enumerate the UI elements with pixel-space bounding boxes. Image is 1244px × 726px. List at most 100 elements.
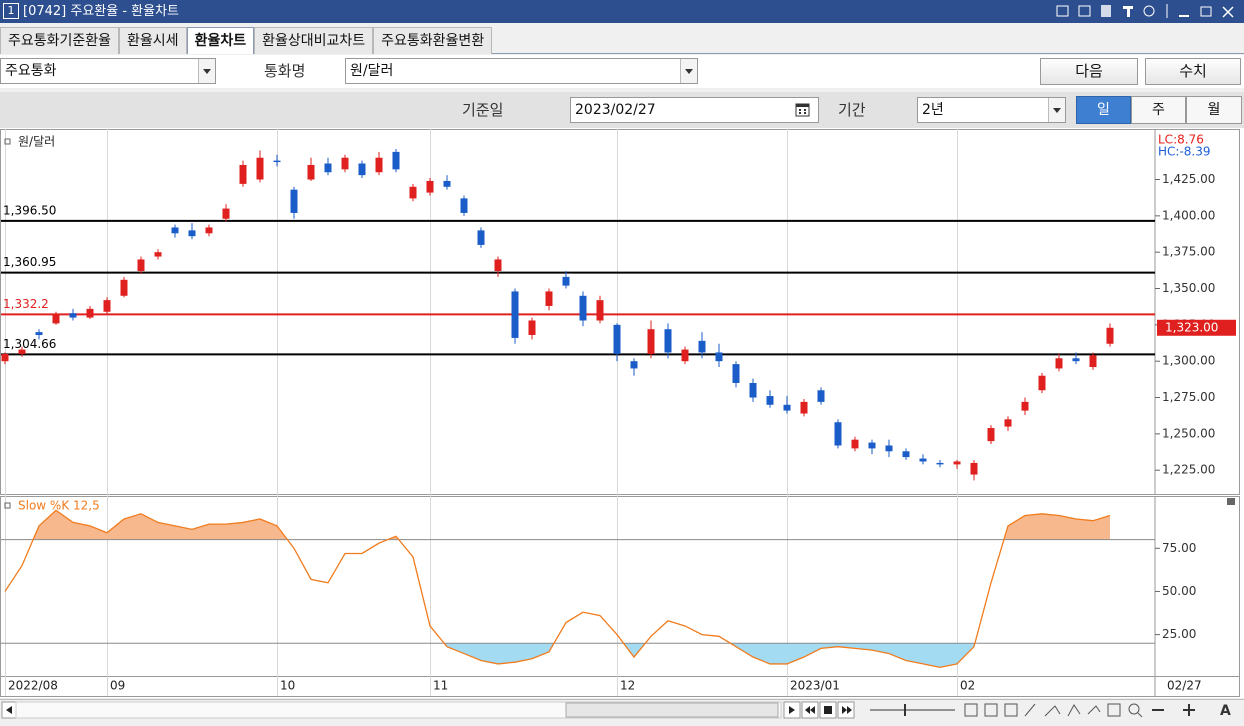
candle-body [222,208,230,219]
y-tick-label: 1,400.00 [1162,208,1215,222]
panel-note: LC:8.76 [1158,133,1204,147]
candle-body [205,227,213,234]
candle-body [290,189,298,213]
candle-body [953,461,961,465]
panel-icon [4,502,11,509]
candle-body [358,163,366,176]
interval-button[interactable]: 주 [1131,96,1186,124]
candle-body [86,308,94,318]
candle-body [800,401,808,414]
panel-title: Slow %K 12,5 [18,499,100,513]
candle-body [664,329,672,353]
tab-bar: 주요통화기준환율 환율시세 환율차트 환율상대비교차트 주요통화환율변환 [0,27,1244,54]
candle-body [834,422,842,446]
candle-body [970,462,978,475]
tab[interactable]: 환율차트 [186,27,255,54]
currency-select[interactable]: 원/달러 [345,58,698,84]
scroll-bar: A [0,699,1244,721]
tab[interactable]: 주요통화환율변환 [373,27,493,54]
candle-body [545,291,553,306]
x-date-label: 02/27 [1167,679,1202,693]
date-label: 기준일 [462,101,504,119]
candle-body [1021,401,1029,411]
numbers-button[interactable]: 수치 [1145,58,1241,85]
candle-body [69,313,77,318]
date-input[interactable]: 2023/02/27 [570,97,819,123]
candle-body [1106,327,1114,344]
filter-row: 주요통화 통화명 원/달러 다음 수치 [0,55,1244,88]
y-tick-label: 25.00 [1162,627,1196,641]
candle-body [783,404,791,411]
y-tick-label: 1,225.00 [1162,463,1215,477]
candle-body [460,198,468,213]
axis-strip [0,676,1240,697]
candle-body [528,320,536,336]
candle-body [1089,355,1097,368]
scroll-controls: A [1,701,1231,719]
candle-body [188,230,196,237]
candle-body [307,164,315,180]
currency-label: 통화명 [264,62,306,80]
panel-title: 원/달러 [18,135,55,149]
candle-body [409,186,417,199]
candle-body [341,157,349,170]
reference-label: 1,396.50 [3,203,56,217]
window-number: 1 [3,3,19,19]
panel-close [1227,498,1235,505]
calendar-icon[interactable] [795,102,811,118]
candle-body [256,157,264,180]
window-title: [0742] 주요환율 - 환율차트 [23,4,179,19]
candle-body [477,230,485,245]
candle-body [1072,358,1080,362]
candle-body [936,462,944,465]
candle-body [715,352,723,362]
indicator-line [4,509,1111,669]
candle-body [426,180,434,193]
candle-body [885,445,893,452]
candle-body [681,349,689,362]
reference-label: 1,332.2 [3,297,49,311]
last-price-box [1157,319,1236,336]
candle-body [171,227,179,234]
x-tick-label: 2023/01 [790,679,840,693]
y-tick-label: 1,275.00 [1162,390,1215,404]
group-select[interactable]: 주요통화 [0,58,216,84]
candle-body [239,164,247,184]
candle-body [52,314,60,324]
tab[interactable]: 환율시세 [119,27,187,54]
tab[interactable]: 주요통화기준환율 [0,27,120,54]
y-tick-label: 1,300.00 [1162,354,1215,368]
candle-body [1004,419,1012,427]
candle-body [749,382,757,398]
candle-body [154,252,162,257]
candle-body [630,361,638,369]
interval-button[interactable]: 월 [1186,96,1242,124]
candle-body [1,353,9,362]
candle-body [919,458,927,462]
candle-body [817,390,825,402]
interval-button[interactable]: 일 [1076,96,1131,124]
candle-body [766,396,774,405]
tab[interactable]: 환율상대비교차트 [254,27,374,54]
candle-body [613,324,621,354]
last-price-label: 1,323.00 [1165,320,1218,334]
candle-body [851,439,859,449]
y-tick-label: 75.00 [1162,541,1196,555]
y-tick-label: 1,250.00 [1162,426,1215,440]
period-label: 기간 [838,101,866,119]
candle-body [987,428,995,442]
x-tick-label: 10 [280,679,295,693]
next-button[interactable]: 다음 [1040,58,1138,85]
candle-body [120,279,128,296]
x-tick-label: 02 [960,679,975,693]
candle-body [392,151,400,170]
y-tick-label: 1,350.00 [1162,281,1215,295]
svg-text:A: A [1220,703,1231,719]
period-select[interactable]: 2년 [917,97,1066,123]
candle-body [137,259,145,272]
candle-body [1055,358,1063,369]
candle-body [596,300,604,321]
panel-frame [0,129,1240,495]
